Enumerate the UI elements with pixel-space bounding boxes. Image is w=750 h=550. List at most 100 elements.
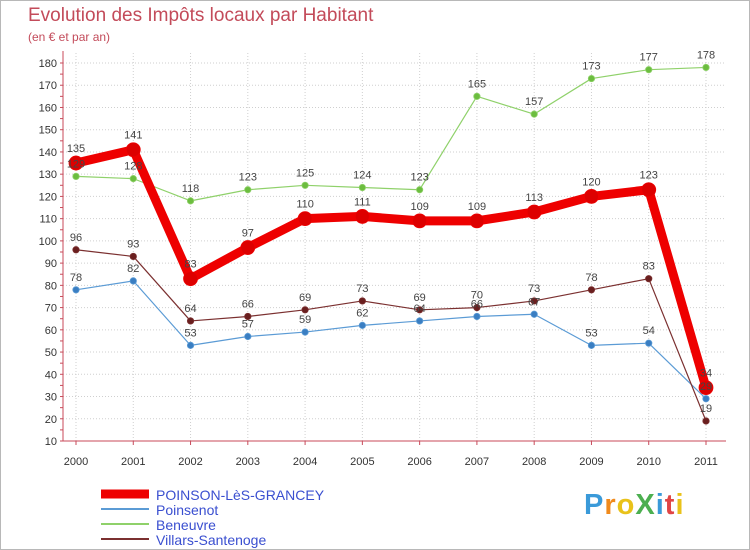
y-tick-label: 150	[39, 125, 57, 137]
data-label: 123	[640, 170, 658, 182]
data-label: 83	[643, 261, 655, 273]
data-label: 97	[242, 228, 254, 240]
data-label: 78	[70, 272, 82, 284]
data-label: 111	[354, 196, 371, 208]
data-label: 83	[184, 259, 196, 271]
data-label: 110	[296, 199, 314, 211]
data-point	[530, 297, 538, 305]
y-tick-label: 180	[39, 58, 57, 70]
data-point	[129, 252, 137, 261]
data-label: 173	[582, 61, 600, 73]
data-point	[358, 321, 366, 329]
data-label: 64	[184, 303, 196, 315]
data-point	[587, 286, 596, 294]
data-point	[72, 172, 80, 180]
data-point	[129, 277, 137, 285]
data-label: 125	[296, 167, 314, 179]
logo-letter: r	[604, 489, 617, 521]
data-point	[702, 395, 710, 403]
data-point	[244, 312, 252, 321]
y-tick-label: 160	[39, 102, 57, 114]
data-label: 128	[124, 161, 142, 173]
y-tick-label: 140	[39, 147, 57, 159]
data-label: 59	[299, 314, 311, 326]
y-tick-label: 60	[45, 325, 57, 337]
logo-letter: X	[635, 489, 656, 521]
data-label: 178	[697, 49, 715, 61]
data-label: 109	[410, 201, 428, 213]
legend-label: POINSON-LèS-GRANCEY	[156, 487, 325, 503]
x-tick-label: 2009	[579, 456, 603, 468]
data-label: 53	[184, 327, 196, 339]
y-tick-label: 10	[45, 436, 57, 448]
y-tick-label: 110	[39, 214, 57, 226]
x-tick-label: 2011	[694, 456, 718, 468]
data-label: 109	[468, 201, 486, 213]
chart-title: Evolution des Impôts locaux par Habitant	[28, 5, 374, 26]
data-label: 69	[414, 292, 426, 304]
data-point	[68, 155, 84, 171]
y-tick-label: 30	[45, 392, 57, 404]
data-point	[645, 66, 653, 74]
data-label: 82	[127, 263, 139, 275]
y-tick-label: 120	[39, 191, 57, 203]
chart-subtitle: (en € et par an)	[28, 30, 111, 44]
data-point	[297, 211, 313, 227]
data-point	[645, 275, 653, 283]
data-point	[698, 380, 714, 396]
y-tick-label: 80	[45, 280, 57, 292]
data-point	[416, 317, 424, 325]
series-line-1	[75, 280, 707, 400]
data-label: 19	[700, 403, 712, 415]
series-line-3	[75, 249, 707, 422]
data-label: 113	[525, 192, 543, 204]
data-point	[125, 142, 141, 158]
data-point	[702, 417, 710, 425]
data-label: 54	[643, 325, 655, 337]
y-tick-label: 70	[45, 303, 57, 315]
x-tick-label: 2004	[293, 456, 317, 468]
data-label: 165	[468, 78, 486, 90]
x-tick-label: 2001	[121, 456, 145, 468]
logo-letter: i	[655, 489, 665, 521]
data-label: 157	[525, 96, 543, 108]
data-point	[526, 204, 542, 220]
data-point	[641, 182, 657, 198]
data-point	[645, 339, 653, 347]
data-point	[301, 306, 309, 314]
data-point	[301, 181, 309, 189]
data-label: 29	[700, 381, 712, 393]
logo-letter: t	[664, 489, 676, 521]
data-label: 57	[242, 318, 254, 330]
data-point	[473, 303, 481, 312]
y-tick-label: 90	[45, 258, 57, 270]
x-tick-label: 2003	[236, 456, 260, 468]
data-point	[412, 213, 428, 229]
x-tick-label: 2002	[178, 456, 202, 468]
data-label: 141	[124, 130, 142, 142]
data-label: 129	[67, 158, 85, 170]
x-tick-label: 2006	[407, 456, 431, 468]
data-point	[587, 74, 596, 83]
data-point	[358, 183, 366, 192]
x-tick-label: 2000	[64, 456, 88, 468]
data-point	[72, 246, 80, 254]
data-point	[129, 175, 137, 183]
data-point	[244, 332, 252, 341]
logo-letter: P	[584, 489, 605, 521]
series-line-2	[75, 66, 707, 202]
legend-label: Beneuvre	[156, 517, 216, 533]
legend-label: Poinsenot	[156, 502, 218, 518]
data-point	[473, 92, 481, 100]
data-label: 70	[471, 290, 483, 302]
data-label: 67	[528, 296, 540, 308]
data-point	[301, 328, 309, 336]
y-tick-label: 40	[45, 369, 57, 381]
data-point	[469, 213, 485, 229]
data-point	[702, 63, 710, 72]
data-point	[473, 312, 481, 321]
data-point	[530, 310, 538, 318]
x-tick-label: 2007	[465, 456, 489, 468]
